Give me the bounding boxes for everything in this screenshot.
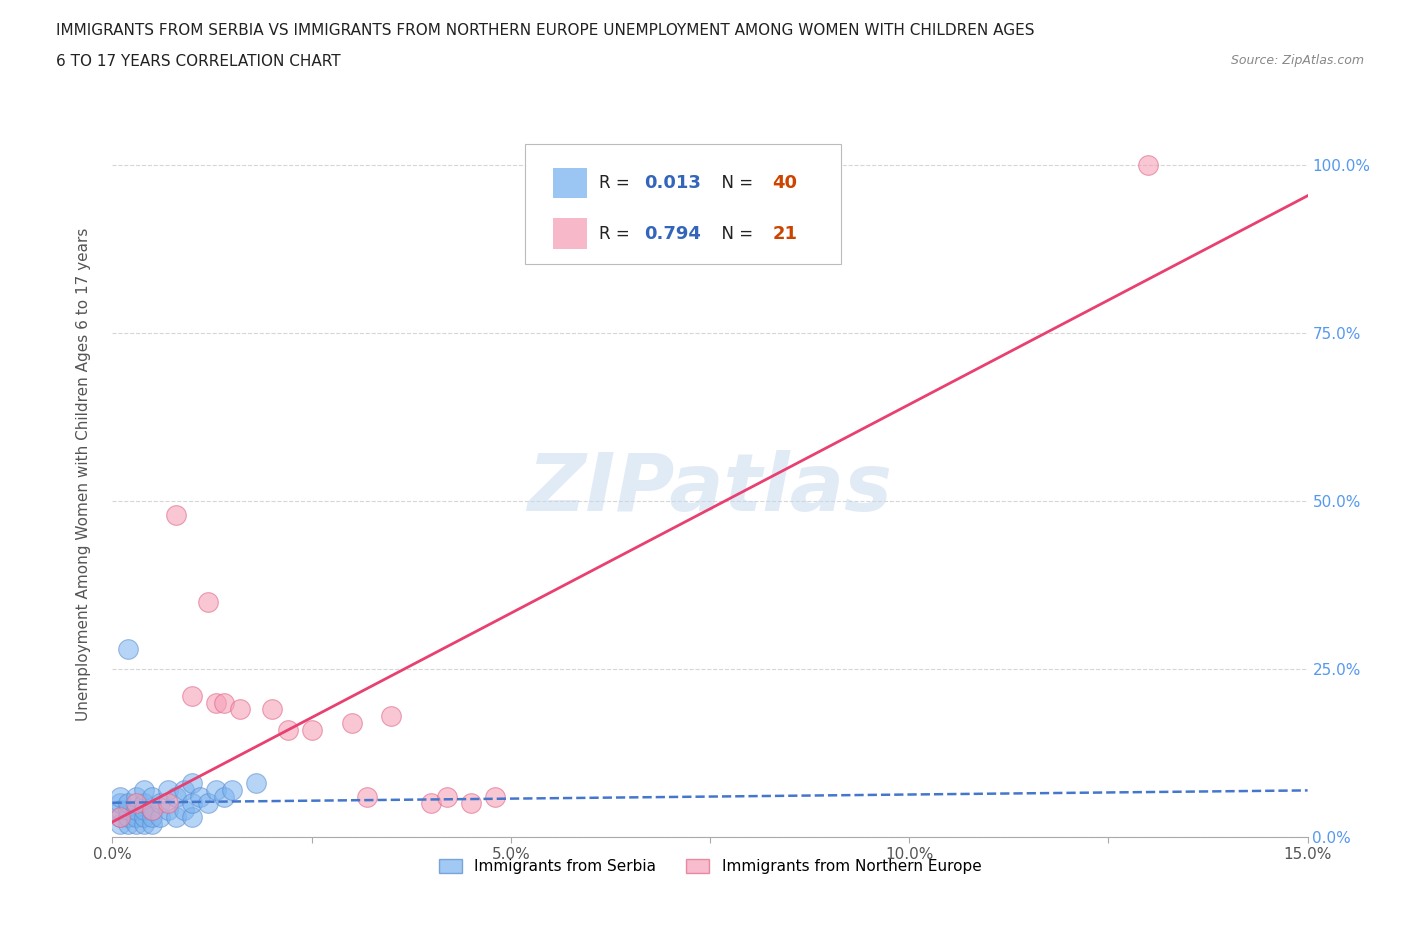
Bar — [554, 219, 586, 248]
Point — [205, 782, 228, 797]
Point — [141, 803, 163, 817]
Text: R =: R = — [599, 174, 636, 193]
Point — [380, 709, 402, 724]
FancyBboxPatch shape — [524, 144, 842, 264]
Point — [149, 796, 172, 811]
Point — [110, 809, 132, 824]
Text: N =: N = — [711, 224, 759, 243]
Point — [356, 790, 378, 804]
Text: 40: 40 — [772, 174, 797, 193]
Point — [110, 817, 132, 831]
Point — [181, 776, 204, 790]
Point — [110, 803, 132, 817]
Point — [181, 796, 204, 811]
Point — [117, 796, 139, 811]
Point — [141, 790, 163, 804]
Point — [197, 796, 219, 811]
Point — [436, 790, 458, 804]
Point — [221, 782, 243, 797]
Point — [134, 803, 156, 817]
Point — [460, 796, 482, 811]
Text: Source: ZipAtlas.com: Source: ZipAtlas.com — [1230, 54, 1364, 67]
Point — [117, 803, 139, 817]
Point — [149, 809, 172, 824]
Text: 6 TO 17 YEARS CORRELATION CHART: 6 TO 17 YEARS CORRELATION CHART — [56, 54, 340, 69]
Point — [212, 696, 235, 711]
Text: 21: 21 — [772, 224, 797, 243]
Point — [484, 790, 506, 804]
Point — [212, 790, 235, 804]
Point — [165, 809, 187, 824]
Text: 0.013: 0.013 — [644, 174, 702, 193]
Point — [165, 790, 187, 804]
Point — [117, 817, 139, 831]
Point — [1137, 158, 1160, 173]
Point — [134, 796, 156, 811]
Point — [125, 809, 148, 824]
Point — [229, 702, 252, 717]
Y-axis label: Unemployment Among Women with Children Ages 6 to 17 years: Unemployment Among Women with Children A… — [76, 228, 91, 721]
Point — [188, 790, 211, 804]
Text: N =: N = — [711, 174, 759, 193]
Point — [141, 817, 163, 831]
Point — [141, 803, 163, 817]
Point — [134, 817, 156, 831]
Point — [260, 702, 283, 717]
Point — [157, 803, 180, 817]
Point — [197, 594, 219, 609]
Legend: Immigrants from Serbia, Immigrants from Northern Europe: Immigrants from Serbia, Immigrants from … — [433, 853, 987, 880]
Point — [110, 790, 132, 804]
Point — [134, 782, 156, 797]
Point — [181, 688, 204, 703]
Point — [277, 722, 299, 737]
Point — [165, 507, 187, 522]
Point — [117, 642, 139, 657]
Point — [110, 809, 132, 824]
Point — [420, 796, 443, 811]
Point — [125, 803, 148, 817]
Point — [173, 803, 195, 817]
Point — [245, 776, 267, 790]
Point — [134, 809, 156, 824]
Point — [117, 809, 139, 824]
Point — [157, 782, 180, 797]
Point — [125, 790, 148, 804]
Point — [125, 817, 148, 831]
Point — [301, 722, 323, 737]
Point — [157, 796, 180, 811]
Text: R =: R = — [599, 224, 636, 243]
Text: ZIPatlas: ZIPatlas — [527, 450, 893, 528]
Text: IMMIGRANTS FROM SERBIA VS IMMIGRANTS FROM NORTHERN EUROPE UNEMPLOYMENT AMONG WOM: IMMIGRANTS FROM SERBIA VS IMMIGRANTS FRO… — [56, 23, 1035, 38]
Point — [173, 782, 195, 797]
Text: 0.794: 0.794 — [644, 224, 702, 243]
Point — [141, 809, 163, 824]
Point — [181, 809, 204, 824]
Point — [205, 696, 228, 711]
Point — [125, 796, 148, 811]
Point — [340, 715, 363, 730]
Point — [110, 796, 132, 811]
Bar — [554, 167, 586, 198]
